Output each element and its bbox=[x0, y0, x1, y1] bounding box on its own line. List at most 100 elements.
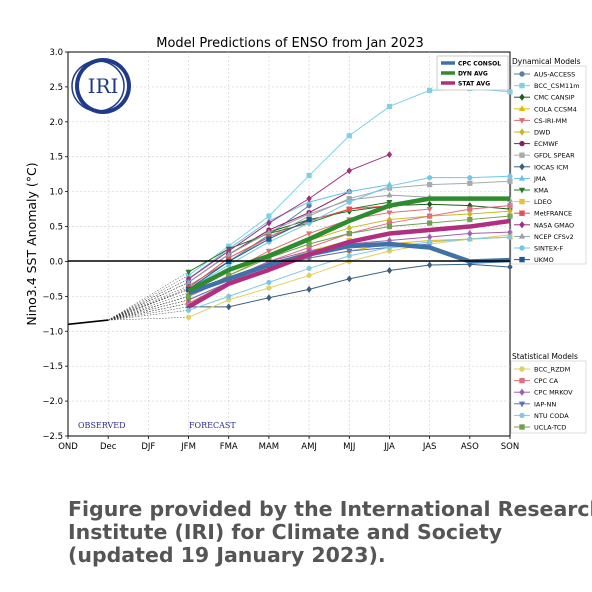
data-point bbox=[306, 210, 313, 217]
legend-swatch-marker bbox=[519, 198, 525, 205]
fan-guide-line bbox=[108, 299, 189, 321]
legend-swatch-marker bbox=[519, 140, 525, 147]
x-tick-label: MJJ bbox=[343, 442, 355, 452]
legend-swatch-marker bbox=[519, 128, 525, 136]
data-point bbox=[185, 314, 192, 320]
chart-title: Model Predictions of ENSO from Jan 2023 bbox=[156, 36, 424, 51]
data-point bbox=[266, 279, 272, 286]
fan-guide-line bbox=[108, 285, 189, 321]
series-line bbox=[188, 205, 310, 287]
legend-label-cpc-consol: CPC CONSOL bbox=[458, 61, 501, 68]
data-point bbox=[507, 89, 513, 95]
series-ntu-coda bbox=[185, 234, 513, 313]
legend-label-ucla-tcd: UCLA-TCD bbox=[534, 424, 566, 432]
y-tick-label: 1.0 bbox=[49, 188, 63, 198]
data-point bbox=[226, 293, 232, 299]
legend-label-ntu-coda: NTU CODA bbox=[534, 412, 569, 420]
y-tick-label: −2.5 bbox=[42, 432, 63, 442]
legend-label-dyn-avg: DYN AVG bbox=[458, 71, 488, 78]
fan-guide-line bbox=[108, 296, 189, 321]
legend-swatch-marker bbox=[519, 163, 525, 171]
data-point bbox=[306, 241, 312, 247]
data-point bbox=[306, 231, 313, 237]
summary-legend: CPC CONSOL DYN AVG STAT AVG bbox=[436, 55, 509, 91]
legend-swatch-marker bbox=[519, 388, 525, 396]
data-point bbox=[427, 182, 433, 188]
figure-caption: Figure provided by the International Res… bbox=[68, 497, 592, 567]
iri-logo: IRI bbox=[71, 58, 131, 114]
data-point bbox=[507, 234, 513, 240]
legend-swatch-marker bbox=[519, 245, 525, 251]
legend-label-cpc-ca: CPC CA bbox=[534, 377, 559, 385]
summary-line-cpc-consol bbox=[187, 241, 511, 295]
data-point bbox=[266, 236, 272, 242]
plot-area bbox=[67, 51, 511, 437]
data-point bbox=[346, 167, 352, 175]
data-point bbox=[185, 269, 192, 276]
fan-guide-line bbox=[108, 292, 189, 321]
fan-guide-line bbox=[108, 271, 189, 321]
series-line bbox=[188, 154, 390, 280]
data-point bbox=[185, 279, 192, 285]
data-point bbox=[306, 272, 312, 279]
legend-label-bcc-rzdm: BCC_RZDM bbox=[534, 366, 570, 374]
legend-swatch-marker bbox=[519, 221, 525, 229]
data-point bbox=[386, 223, 393, 230]
fan-guide-line bbox=[108, 275, 189, 321]
y-tick-label: 1.5 bbox=[49, 153, 63, 163]
legend-swatch-marker bbox=[518, 187, 526, 194]
x-tick-label: SON bbox=[501, 442, 519, 452]
x-tick-label: JAS bbox=[422, 442, 437, 452]
fan-guide-line bbox=[108, 317, 189, 321]
series-line bbox=[188, 184, 390, 280]
data-point bbox=[185, 307, 192, 313]
series-ucla-tcd bbox=[185, 213, 513, 299]
legend-swatch-marker bbox=[518, 401, 526, 408]
x-tick-label: ASO bbox=[461, 442, 479, 452]
data-point bbox=[467, 216, 473, 223]
observed-annotation: OBSERVED bbox=[78, 421, 126, 430]
grid-lines bbox=[68, 52, 510, 436]
data-point bbox=[427, 87, 433, 93]
x-tick-label: OND bbox=[58, 442, 78, 452]
data-point bbox=[386, 210, 393, 216]
legend-swatch-marker bbox=[519, 152, 525, 158]
data-point bbox=[507, 178, 513, 184]
legend-label-jma: JMA bbox=[533, 175, 547, 183]
legend-swatch-marker bbox=[518, 105, 526, 112]
summary-series bbox=[187, 196, 511, 309]
legend-label-iocas-icm: IOCAS ICM bbox=[534, 163, 568, 171]
caption-line-1: Figure provided by the International Res… bbox=[68, 497, 592, 521]
legend-label-bcc-csm11m: BCC_CSM11m bbox=[534, 82, 580, 90]
fan-guide-line bbox=[108, 289, 189, 321]
data-point bbox=[266, 294, 272, 302]
data-point bbox=[346, 230, 352, 237]
series-line bbox=[188, 201, 390, 273]
data-point bbox=[507, 213, 513, 219]
data-point bbox=[507, 173, 513, 179]
statistical-legend: Statistical Models BCC_RZDM CPC CA CPC MRK… bbox=[510, 352, 587, 434]
forecast-annotation: FORECAST bbox=[189, 421, 236, 430]
caption-line-2: Institute (IRI) for Climate and Society bbox=[68, 520, 503, 544]
data-point bbox=[386, 191, 393, 198]
legend-swatch-marker bbox=[519, 412, 525, 419]
legend-label-cpc-mrkov: CPC MRKOV bbox=[534, 389, 573, 397]
data-point bbox=[226, 303, 232, 311]
data-point bbox=[225, 251, 232, 257]
data-point bbox=[386, 151, 393, 159]
statistical-legend-title: Statistical Models bbox=[512, 352, 578, 361]
x-tick-label: JFM bbox=[180, 442, 196, 452]
data-point bbox=[426, 206, 433, 213]
series-nasa-gmao bbox=[185, 151, 393, 283]
legend-label-ecmwf: ECMWF bbox=[534, 140, 559, 148]
dynamical-legend-title: Dynamical Models bbox=[512, 57, 581, 66]
data-point bbox=[346, 253, 352, 259]
legend-label-ncep-cfsv2: NCEP CFSv2 bbox=[534, 233, 574, 241]
data-point bbox=[346, 206, 352, 212]
legend-label-metfrance: MetFRANCE bbox=[534, 210, 572, 218]
fan-guide-line bbox=[108, 310, 189, 321]
data-point bbox=[266, 219, 272, 227]
data-point bbox=[467, 206, 473, 212]
data-point bbox=[346, 188, 353, 194]
